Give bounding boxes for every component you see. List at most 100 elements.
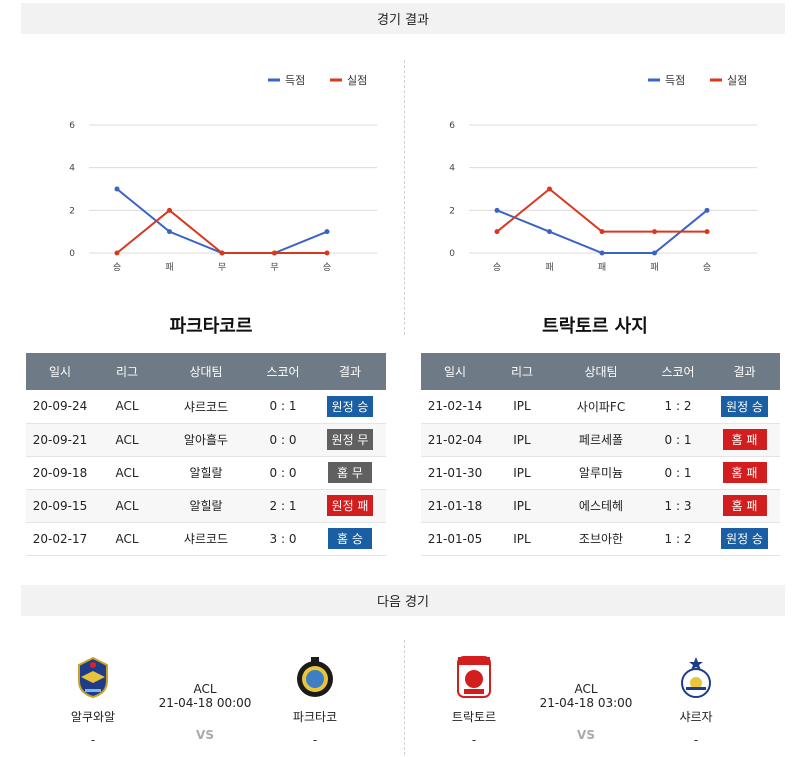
match-league: ACL <box>574 682 598 696</box>
vs-label: VS <box>577 728 595 742</box>
result-cell: 원정 무 <box>314 423 386 457</box>
x-tick-label: 승 <box>113 262 121 273</box>
result-cell: 홈 패 <box>709 456 780 490</box>
league-cell: ACL <box>94 456 160 490</box>
series-line-scored <box>116 188 328 254</box>
result-badge: 원정 승 <box>721 528 768 549</box>
opponent-cell: 알아흘두 <box>160 423 252 457</box>
league-cell: ACL <box>94 390 160 424</box>
home-team: 트락토르 - <box>429 655 519 747</box>
divider <box>404 60 405 335</box>
league-cell: IPL <box>489 423 555 457</box>
left-team-line-chart: 0 2 4 6 승 패 무 무 승 득점 실점 <box>69 74 377 273</box>
data-point <box>114 186 120 192</box>
y-tick-label: 4 <box>69 164 75 174</box>
divider <box>404 640 405 755</box>
x-tick-label: 무 <box>218 262 226 273</box>
vs-label: VS <box>196 728 214 742</box>
result-badge: 원정 패 <box>326 495 374 516</box>
result-cell: 원정 패 <box>314 489 386 523</box>
series-line-conceded <box>116 209 327 254</box>
result-badge: 홈 패 <box>722 462 767 483</box>
home-team-score: - <box>90 733 96 747</box>
y-tick-label: 6 <box>69 121 75 131</box>
result-cell: 홈 무 <box>314 456 386 490</box>
data-point <box>547 186 552 192</box>
left-team-results-table: 일시 리그 상대팀 스코어 결과 20-09-24 ACL 샤르코드 0 : 1 원정 … <box>26 353 386 556</box>
result-cell: 원정 승 <box>709 522 780 556</box>
match-info: ACL 21-04-18 00:00 VS <box>150 682 260 742</box>
sharjah-logo-icon <box>681 657 711 698</box>
data-point <box>494 207 500 213</box>
score-cell: 3 : 0 <box>252 522 314 556</box>
home-team: 알쿠와알 - <box>48 655 138 747</box>
x-tick-label: 승 <box>493 262 501 273</box>
date-cell: 20-09-15 <box>26 489 94 523</box>
x-tick-label: 패 <box>650 262 658 273</box>
table-row: 21-02-04 IPL 페르세폴 0 : 1 홈 패 <box>421 423 780 457</box>
match-datetime: 21-04-18 03:00 <box>539 696 633 710</box>
opponent-cell: 사이파FC <box>555 390 647 424</box>
score-cell: 0 : 0 <box>252 456 314 490</box>
section-header-next-match: 다음 경기 <box>21 585 785 616</box>
result-badge: 홈 무 <box>328 462 372 483</box>
league-cell: IPL <box>489 489 555 523</box>
table-row: 20-09-15 ACL 알힐랄 2 : 1 원정 패 <box>26 489 386 523</box>
y-tick-label: 0 <box>69 249 75 259</box>
away-team-score: - <box>693 733 699 747</box>
date-cell: 21-02-04 <box>421 423 489 457</box>
opponent-cell: 샤르코드 <box>160 390 252 424</box>
date-cell: 21-02-14 <box>421 390 489 424</box>
away-team-name: 파크타코 <box>292 710 338 724</box>
result-badge: 홈 패 <box>722 495 767 516</box>
opponent-cell: 조브아한 <box>555 522 647 556</box>
opponent-cell: 샤르코드 <box>160 522 252 556</box>
column-header-opponent: 상대팀 <box>160 353 252 390</box>
result-cell: 원정 승 <box>709 390 780 424</box>
table-header-row: 일시 리그 상대팀 스코어 결과 <box>421 353 780 390</box>
date-cell: 20-09-24 <box>26 390 94 424</box>
league-cell: ACL <box>94 423 160 457</box>
right-team-results-table: 일시 리그 상대팀 스코어 결과 21-02-14 IPL 사이파FC 1 : 2 원정… <box>421 353 780 556</box>
data-point <box>652 229 657 235</box>
y-tick-label: 0 <box>449 249 455 259</box>
data-point <box>272 250 277 256</box>
table-row: 21-01-05 IPL 조브아한 1 : 2 원정 승 <box>421 522 780 556</box>
x-tick-label: 패 <box>545 262 553 273</box>
section-title: 경기 결과 <box>377 13 429 28</box>
left-team-chart: 0 2 4 6 승 패 무 무 승 득점 실점 <box>40 60 400 280</box>
y-tick-label: 2 <box>449 206 455 216</box>
column-header-score: 스코어 <box>252 353 314 390</box>
column-header-score: 스코어 <box>647 353 709 390</box>
result-cell: 원정 승 <box>314 390 386 424</box>
column-header-league: 리그 <box>94 353 160 390</box>
right-team-chart: 0 2 4 6 승 패 패 패 승 득점 실점 <box>420 60 780 280</box>
y-tick-label: 2 <box>69 206 75 216</box>
match-info: ACL 21-04-18 03:00 VS <box>531 682 641 742</box>
section-header-results: 경기 결과 <box>21 3 785 34</box>
data-point <box>114 250 120 256</box>
right-team-title: 트락토르 사지 <box>542 316 648 337</box>
data-point <box>324 229 330 235</box>
league-cell: ACL <box>94 489 160 523</box>
al-quwa-al-jawiya-logo-icon <box>78 656 108 699</box>
column-header-date: 일시 <box>421 353 489 390</box>
data-point <box>219 250 225 256</box>
date-cell: 21-01-30 <box>421 456 489 490</box>
legend-label: 실점 <box>347 74 367 87</box>
score-cell: 0 : 1 <box>252 390 314 424</box>
data-point <box>324 250 330 256</box>
table-row: 21-02-14 IPL 사이파FC 1 : 2 원정 승 <box>421 390 780 424</box>
league-cell: ACL <box>94 522 160 556</box>
x-tick-label: 승 <box>703 262 711 273</box>
column-header-result: 결과 <box>314 353 386 390</box>
match-datetime: 21-04-18 00:00 <box>158 696 252 710</box>
away-team-score: - <box>312 733 318 747</box>
date-cell: 21-01-18 <box>421 489 489 523</box>
table-row: 21-01-18 IPL 에스테헤 1 : 3 홈 패 <box>421 489 780 523</box>
date-cell: 20-09-21 <box>26 423 94 457</box>
opponent-cell: 알힐랄 <box>160 489 252 523</box>
legend-label: 득점 <box>285 74 305 87</box>
home-team-name: 알쿠와알 <box>70 710 116 724</box>
opponent-cell: 알루미늄 <box>555 456 647 490</box>
